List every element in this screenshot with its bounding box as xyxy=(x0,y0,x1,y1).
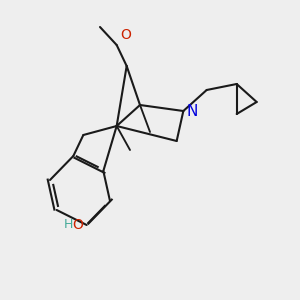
Text: H: H xyxy=(64,218,73,232)
Text: O: O xyxy=(120,28,131,42)
Text: O: O xyxy=(73,218,83,232)
Text: N: N xyxy=(187,103,198,118)
